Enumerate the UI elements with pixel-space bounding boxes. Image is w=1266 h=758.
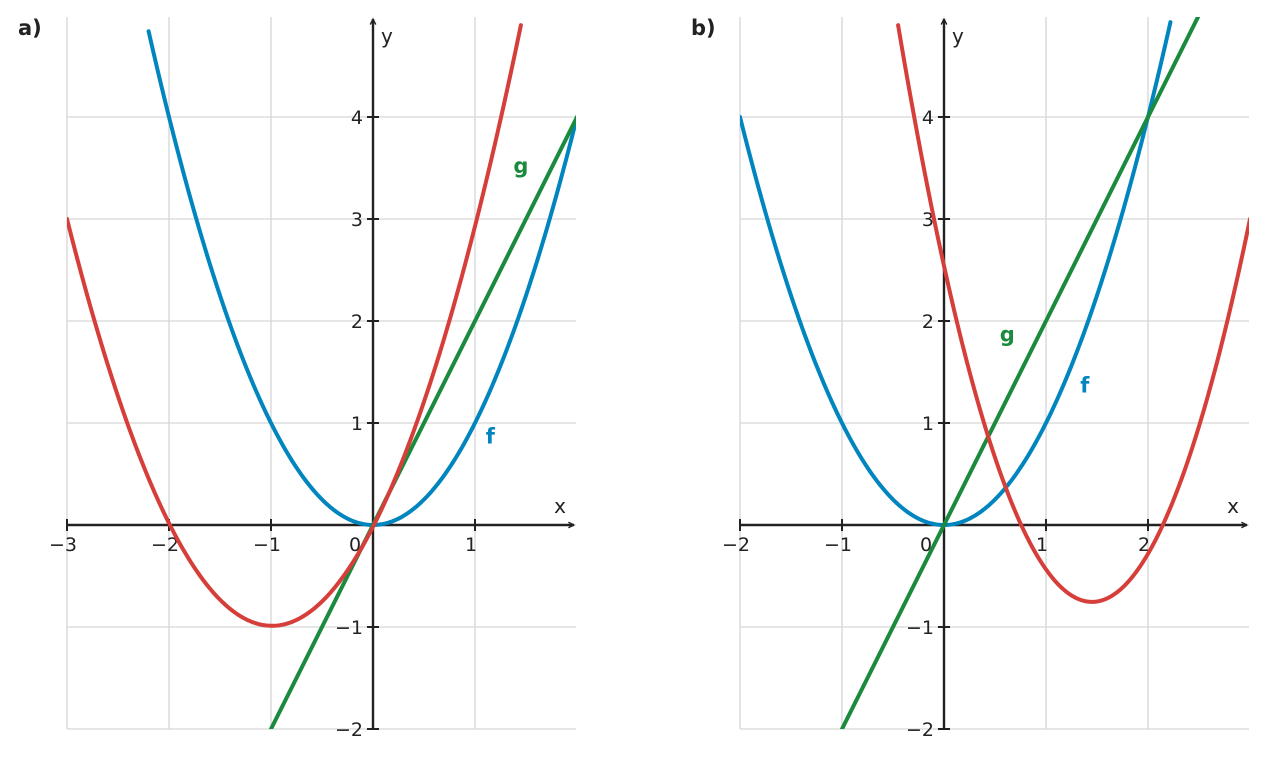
series-f-label: f — [486, 424, 496, 448]
series-red-curve — [67, 23, 523, 628]
series-g-label: g — [1000, 322, 1015, 346]
y-axis-label: y — [381, 24, 393, 48]
x-tick-label: 2 — [1138, 534, 1150, 556]
x-tick-label: −1 — [824, 534, 852, 556]
series-f-curve — [740, 20, 1173, 528]
panel-label: b) — [691, 16, 716, 40]
y-tick-label: 4 — [922, 107, 934, 129]
y-axis-label: y — [952, 24, 964, 48]
series-g-label: g — [513, 154, 528, 178]
series-f-label: f — [1080, 373, 1090, 397]
y-tick-label: −1 — [906, 617, 934, 639]
x-tick-label: 1 — [465, 534, 477, 556]
y-tick-label: 4 — [351, 107, 363, 129]
curves — [67, 23, 576, 729]
y-tick-label: 2 — [922, 311, 934, 333]
x-tick-label: 1 — [1036, 534, 1048, 556]
x-axis-label: x — [1227, 494, 1239, 518]
x-axis-label: x — [554, 494, 566, 518]
x-tick-label: −2 — [151, 534, 179, 556]
series-f-curve — [146, 29, 576, 527]
y-tick-label: 2 — [351, 311, 363, 333]
y-tick-label: 3 — [922, 209, 934, 231]
x-tick-label: −2 — [722, 534, 750, 556]
x-tick-label: −3 — [49, 534, 77, 556]
y-tick-label: 1 — [922, 413, 934, 435]
curves — [740, 17, 1249, 729]
y-tick-label: −2 — [906, 719, 934, 741]
y-tick-label: 1 — [351, 413, 363, 435]
series-red-curve — [896, 23, 1249, 604]
x-tick-label: −1 — [253, 534, 281, 556]
panel-label: a) — [18, 16, 42, 40]
series-g-curve — [840, 17, 1201, 729]
y-tick-label: −2 — [335, 719, 363, 741]
y-tick-label: −1 — [335, 617, 363, 639]
y-tick-label: 3 — [351, 209, 363, 231]
series-g-curve — [269, 115, 576, 729]
grid — [739, 17, 1249, 730]
